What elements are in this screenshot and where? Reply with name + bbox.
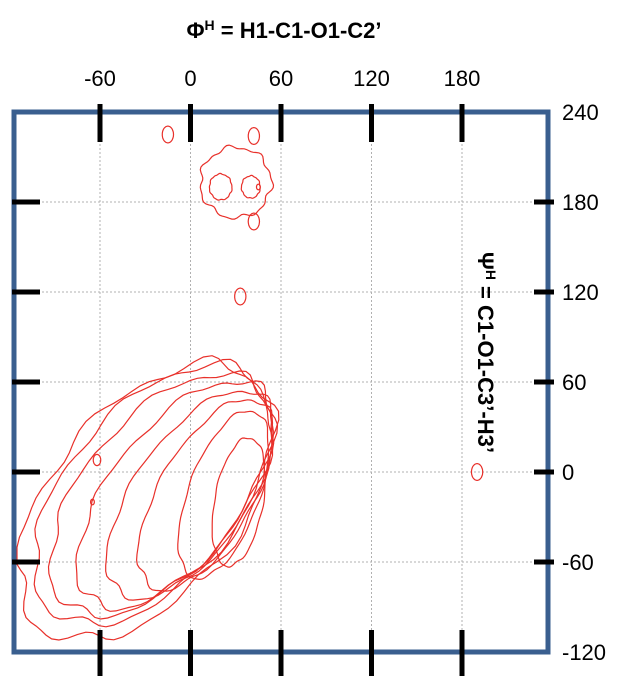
contour-line <box>75 380 274 612</box>
contour-line <box>211 437 266 568</box>
contour-line <box>92 453 102 467</box>
y-tick-label: 180 <box>562 190 599 215</box>
x-axis-title: ΦH = H1-C1-O1-C2’ <box>186 17 381 43</box>
contour-line <box>105 390 274 601</box>
contour-line <box>89 498 95 506</box>
contour-line <box>199 144 275 220</box>
x-tick-label: 0 <box>184 66 196 91</box>
contour-line <box>177 410 269 581</box>
y-tick-label: -120 <box>562 640 606 665</box>
grid-lines <box>14 112 548 652</box>
tick-marks <box>12 104 554 676</box>
contour-line <box>135 399 273 592</box>
y-tick-label: 240 <box>562 100 599 125</box>
contour-line <box>33 358 279 628</box>
contour-line <box>255 183 261 191</box>
x-tick-label: 120 <box>353 66 390 91</box>
contour-line <box>234 287 247 306</box>
x-tick-label: -60 <box>84 66 116 91</box>
x-tick-label: 180 <box>444 66 481 91</box>
y-tick-label: -60 <box>562 550 594 575</box>
tick-labels: -60 0 60 120 180 -120 -60 0 60 120 180 240 <box>84 66 606 665</box>
y-tick-label: 60 <box>562 370 586 395</box>
contour-line <box>470 463 484 481</box>
x-axis-title-superscript: H <box>205 17 215 33</box>
contour-line <box>208 172 233 201</box>
x-axis-title-rest: = H1-C1-O1-C2’ <box>215 18 382 43</box>
x-axis-title-symbol: Φ <box>186 18 204 43</box>
contour-line <box>240 174 261 199</box>
y-axis-title-superscript: H <box>483 270 499 280</box>
x-tick-label: 60 <box>269 66 293 91</box>
y-axis-title-rest: = C1-O1-C3’-H3’ <box>473 280 498 453</box>
contour-line <box>247 212 261 231</box>
contour-lines <box>16 125 484 641</box>
contour-line <box>16 355 280 641</box>
y-axis-title-symbol: Ψ <box>473 252 498 270</box>
contour-line <box>47 370 275 620</box>
contour-line <box>247 126 261 145</box>
y-tick-label: 0 <box>562 460 574 485</box>
y-axis-title: ΨH = C1-O1-C3’-H3’ <box>473 252 499 453</box>
contour-line <box>161 125 175 144</box>
y-tick-label: 120 <box>562 280 599 305</box>
